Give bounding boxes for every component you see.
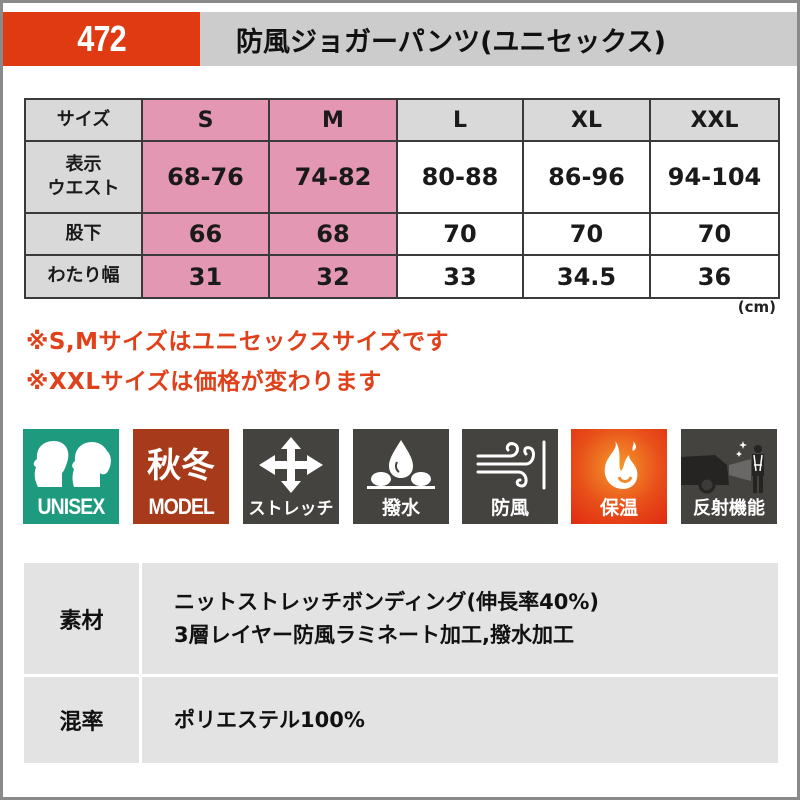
cell-inseam-l: 70	[396, 212, 524, 256]
size-col-xxl: XXL	[649, 98, 780, 142]
product-title: 防風ジョガーパンツ(ユニセックス)	[200, 12, 797, 66]
autumn-winter-model-icon: 秋冬 MODEL	[133, 429, 229, 524]
size-table: サイズ S M L XL XXL 表示 ウエスト 68-76 74-82 80-…	[24, 98, 780, 299]
size-col-s: S	[141, 98, 270, 142]
cell-inseam-xxl: 70	[649, 212, 780, 256]
material-label-composition: 混率	[24, 677, 139, 763]
size-col-xl: XL	[522, 98, 651, 142]
water-drop-icon	[353, 429, 449, 499]
material-table: 素材 ニットストレッチボンディング(伸長率40%) 3層レイヤー防風ラミネート加…	[24, 563, 778, 766]
material-row-fabric: 素材 ニットストレッチボンディング(伸長率40%) 3層レイヤー防風ラミネート加…	[24, 563, 778, 674]
product-number-text: 472	[77, 18, 126, 59]
table-row-waist: 表示 ウエスト 68-76 74-82 80-88 86-96 94-104	[24, 140, 780, 214]
material-label-fabric: 素材	[24, 563, 139, 674]
cell-waist-s: 68-76	[141, 140, 270, 214]
size-col-l: L	[396, 98, 524, 142]
material-value-fabric: ニットストレッチボンディング(伸長率40%) 3層レイヤー防風ラミネート加工,撥…	[142, 563, 778, 674]
fabric-line-2: 3層レイヤー防風ラミネート加工,撥水加工	[174, 622, 574, 647]
cell-thigh-xl: 34.5	[522, 254, 651, 299]
note-unisex-sizes: ※S,Mサイズはユニセックスサイズです	[26, 329, 449, 355]
unit-label: (cm)	[737, 298, 776, 316]
size-col-m: M	[268, 98, 398, 142]
model-caption: MODEL	[148, 494, 214, 519]
windproof-caption: 防風	[490, 497, 529, 519]
car-and-person-icon	[681, 429, 777, 500]
cell-thigh-s: 31	[141, 254, 270, 299]
row-label-waist-line1: 表示	[65, 153, 102, 175]
reflective-caption: 反射機能	[693, 498, 765, 519]
row-label-waist: 表示 ウエスト	[24, 140, 143, 214]
four-way-arrow-icon	[243, 429, 339, 501]
autumn-winter-title: 秋冬	[147, 446, 215, 486]
cell-inseam-s: 66	[141, 212, 270, 256]
note-xxl-price: ※XXLサイズは価格が変わります	[26, 369, 382, 395]
unisex-caption: UNISEX	[37, 494, 106, 519]
cell-thigh-m: 32	[268, 254, 398, 299]
reflective-icon: 反射機能	[681, 429, 777, 524]
cell-waist-xxl: 94-104	[649, 140, 780, 214]
stretch-caption: ストレッチ	[248, 499, 334, 519]
table-row-thigh-width: わたり幅 31 32 33 34.5 36	[24, 254, 780, 299]
cell-waist-xl: 86-96	[522, 140, 651, 214]
water-repellent-icon: 撥水	[353, 429, 449, 524]
flame-icon	[571, 429, 667, 499]
material-value-composition: ポリエステル100%	[142, 677, 778, 763]
heat-retention-icon: 保温	[571, 429, 667, 524]
unisex-silhouettes-icon	[23, 429, 119, 496]
fabric-line-1: ニットストレッチボンディング(伸長率40%)	[174, 589, 599, 614]
stretch-icon: ストレッチ	[243, 429, 339, 524]
cell-thigh-l: 33	[396, 254, 524, 299]
cell-waist-l: 80-88	[396, 140, 524, 214]
cell-inseam-xl: 70	[522, 212, 651, 256]
row-label-inseam: 股下	[24, 212, 143, 256]
product-number: 472	[3, 12, 200, 66]
size-header-row: サイズ S M L XL XXL	[24, 98, 780, 142]
cell-thigh-xxl: 36	[649, 254, 780, 299]
windproof-icon: 防風	[462, 429, 558, 524]
row-label-waist-line2: ウエスト	[47, 178, 120, 199]
row-label-thigh-width: わたり幅	[24, 254, 143, 299]
heat-retention-caption: 保温	[599, 497, 638, 519]
cell-inseam-m: 68	[268, 212, 398, 256]
material-row-composition: 混率 ポリエステル100%	[24, 677, 778, 763]
size-header-label: サイズ	[24, 98, 143, 142]
composition-line-1: ポリエステル100%	[174, 707, 365, 732]
table-row-inseam: 股下 66 68 70 70 70	[24, 212, 780, 256]
water-repellent-caption: 撥水	[381, 497, 420, 519]
unisex-icon: UNISEX	[23, 429, 119, 524]
cell-waist-m: 74-82	[268, 140, 398, 214]
wind-icon	[462, 429, 558, 499]
